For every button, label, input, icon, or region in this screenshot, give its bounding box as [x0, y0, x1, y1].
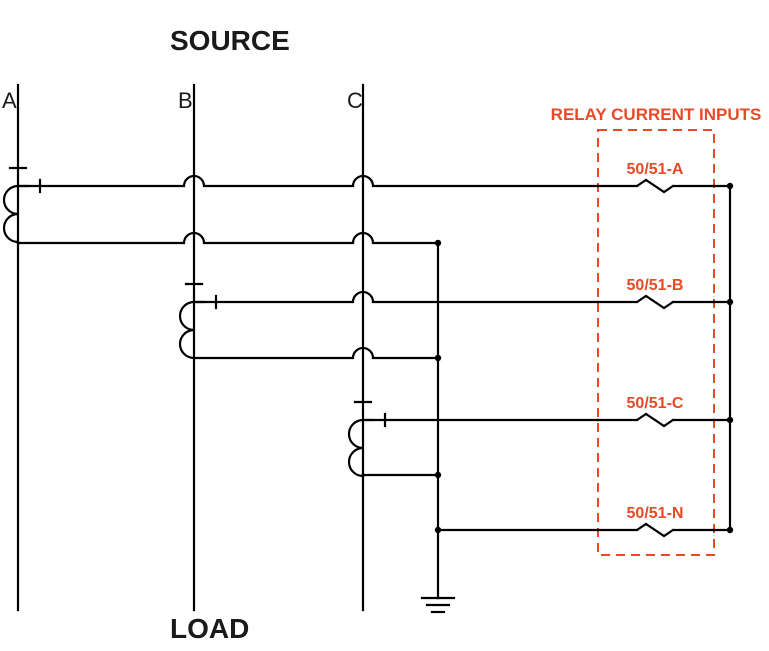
label-phase-b: B — [178, 88, 193, 113]
label-phase-c: C — [347, 88, 363, 113]
label-load: LOAD — [170, 613, 249, 644]
label-relay-n: 50/51-N — [627, 505, 684, 522]
label-source: SOURCE — [170, 25, 290, 56]
label-relay-title: RELAY CURRENT INPUTS — [551, 105, 762, 124]
relay-inputs-box — [598, 130, 714, 555]
label-relay-b: 50/51-B — [627, 277, 684, 294]
label-phase-a: A — [2, 88, 17, 113]
label-relay-a: 50/51-A — [627, 161, 684, 178]
label-relay-c: 50/51-C — [627, 395, 684, 412]
